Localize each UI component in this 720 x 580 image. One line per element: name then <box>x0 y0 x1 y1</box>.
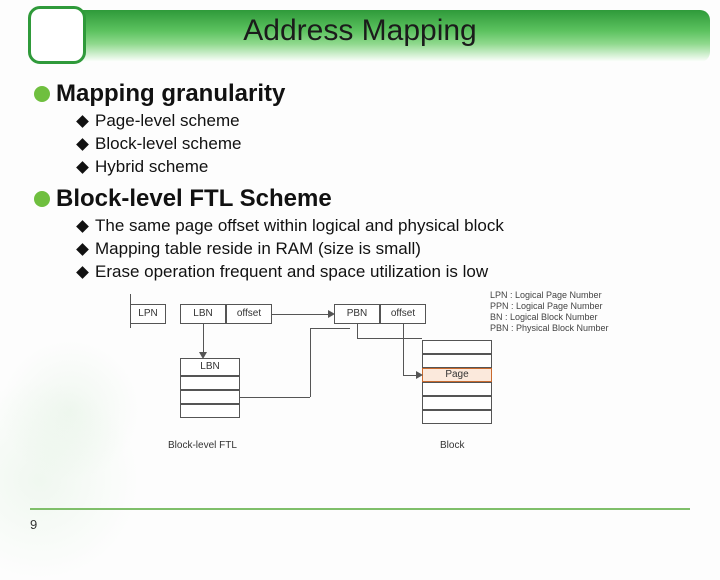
diagram-node-pbn: PBN <box>334 304 380 324</box>
diagram-node-p0 <box>422 340 492 354</box>
diamond-icon <box>76 266 89 279</box>
diamond-icon <box>76 220 89 233</box>
legend-line: BN : Logical Block Number <box>490 312 640 323</box>
diagram-edge <box>240 397 310 398</box>
legend-line: PPN : Logical Page Number <box>490 301 640 312</box>
list-item: Block-level scheme <box>78 133 686 156</box>
diagram-node-tblhdr: LBN <box>180 358 240 376</box>
section-1-list: Page-level scheme Block-level scheme Hyb… <box>78 110 686 179</box>
arrow-icon <box>328 310 335 318</box>
list-item-text: Hybrid scheme <box>95 156 208 179</box>
arrow-icon <box>199 352 207 359</box>
diagram-node-r2 <box>180 404 240 418</box>
arrow-icon <box>416 371 423 379</box>
diagram-node-r0 <box>180 376 240 390</box>
diagram-edge <box>310 328 311 397</box>
list-item-text: Erase operation frequent and space utili… <box>95 261 488 284</box>
section-heading-2: Block-level FTL Scheme <box>34 185 686 213</box>
diagram-label-blk: Block <box>440 440 464 451</box>
diagram-node-p4 <box>422 396 492 410</box>
diagram-node-p3 <box>422 382 492 396</box>
diagram-edge <box>357 324 358 338</box>
diagram-node-off1: offset <box>226 304 272 324</box>
diagram-node-lbn: LBN <box>180 304 226 324</box>
list-item: Page-level scheme <box>78 110 686 133</box>
list-item-text: The same page offset within logical and … <box>95 215 504 238</box>
diagram-edge <box>203 324 204 354</box>
section-2-list: The same page offset within logical and … <box>78 215 686 284</box>
diagram-node-off2: offset <box>380 304 426 324</box>
list-item-text: Page-level scheme <box>95 110 240 133</box>
diagram-edge <box>310 328 350 329</box>
diamond-icon <box>76 243 89 256</box>
list-item: Hybrid scheme <box>78 156 686 179</box>
diagram-edge <box>272 314 328 315</box>
diagram-node-p2: Page <box>422 368 492 382</box>
diamond-icon <box>76 138 89 151</box>
diagram-edge <box>130 294 131 328</box>
diagram-node-p5 <box>422 410 492 424</box>
bottom-rule <box>30 508 690 510</box>
legend-line: PBN : Physical Block Number <box>490 323 640 334</box>
slide-title: Address Mapping <box>0 14 720 48</box>
section-heading-2-text: Block-level FTL Scheme <box>56 185 332 213</box>
diagram-node-r1 <box>180 390 240 404</box>
list-item: The same page offset within logical and … <box>78 215 686 238</box>
diagram-node-lpn: LPN <box>130 304 166 324</box>
list-item-text: Mapping table reside in RAM (size is sma… <box>95 238 421 261</box>
bullet-dot-icon <box>34 191 50 207</box>
section-heading-1-text: Mapping granularity <box>56 80 285 108</box>
diagram-legend: LPN : Logical Page Number PPN : Logical … <box>490 290 640 335</box>
ftl-diagram: LPN : Logical Page Number PPN : Logical … <box>90 294 630 464</box>
diamond-icon <box>76 161 89 174</box>
legend-line: LPN : Logical Page Number <box>490 290 640 301</box>
bullet-dot-icon <box>34 86 50 102</box>
diagram-node-p1 <box>422 354 492 368</box>
list-item-text: Block-level scheme <box>95 133 241 156</box>
diagram-label-ftl: Block-level FTL <box>168 440 237 451</box>
section-heading-1: Mapping granularity <box>34 80 686 108</box>
page-number: 9 <box>30 517 37 532</box>
diagram-edge <box>403 324 404 375</box>
list-item: Erase operation frequent and space utili… <box>78 261 686 284</box>
list-item: Mapping table reside in RAM (size is sma… <box>78 238 686 261</box>
title-bar: Address Mapping <box>0 0 720 74</box>
diagram-edge <box>357 338 422 339</box>
content-area: Mapping granularity Page-level scheme Bl… <box>0 80 720 464</box>
diamond-icon <box>76 115 89 128</box>
